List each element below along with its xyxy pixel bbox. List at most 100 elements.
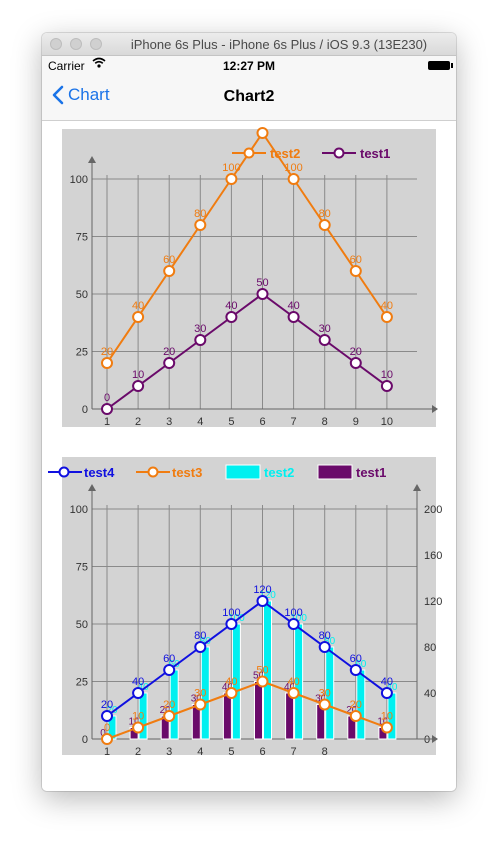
data-point-test1 xyxy=(318,334,331,346)
data-point-test4 xyxy=(101,710,113,722)
x-tick-label: 2 xyxy=(135,416,141,428)
close-window-button[interactable] xyxy=(50,38,62,50)
data-label-test2: 100 xyxy=(222,162,240,174)
legend-marker-test1 xyxy=(333,147,345,159)
bar-label-test2: 100 xyxy=(228,613,245,624)
data-label-test4: 100 xyxy=(222,607,240,619)
bar-label-test2: 100 xyxy=(290,613,307,624)
data-point-test2 xyxy=(256,127,269,139)
data-point-test4 xyxy=(349,664,362,676)
data-point-test3 xyxy=(256,675,269,688)
x-tick-label: 6 xyxy=(259,416,265,428)
data-label-test4: 100 xyxy=(284,607,302,619)
x-tick-label: 4 xyxy=(197,416,203,428)
data-label-test1: 20 xyxy=(163,346,175,358)
data-point-test1 xyxy=(380,380,393,392)
series-line-test4 xyxy=(106,599,388,717)
data-label-test4: 40 xyxy=(381,676,393,688)
data-label-test3: 0 xyxy=(104,722,110,734)
y-tick-label: 25 xyxy=(76,677,88,689)
data-label-test2: 40 xyxy=(132,300,144,312)
data-point-test4 xyxy=(225,618,238,630)
bar-label-test2: 40 xyxy=(386,682,398,693)
data-point-test2 xyxy=(101,357,113,369)
x-tick-label: 3 xyxy=(166,746,172,758)
data-label-test3: 20 xyxy=(350,699,362,711)
bar-label-test1: 50 xyxy=(253,671,265,682)
data-label-test2: 40 xyxy=(381,300,393,312)
data-label-test3: 10 xyxy=(132,711,144,723)
data-point-test2 xyxy=(287,173,300,185)
bar-test1 xyxy=(285,692,295,740)
data-point-test1 xyxy=(194,334,207,346)
chevron-left-icon xyxy=(52,85,64,105)
x-tick-label: 10 xyxy=(381,416,393,428)
legend-label-test1: test1 xyxy=(360,146,390,161)
minimize-window-button[interactable] xyxy=(70,38,82,50)
legend-label-test2: test2 xyxy=(264,465,294,480)
data-point-test4 xyxy=(132,687,145,699)
legend-label-test1: test1 xyxy=(356,465,386,480)
back-button[interactable]: Chart xyxy=(52,85,110,105)
bar-label-test2: 60 xyxy=(355,659,367,670)
data-point-test4 xyxy=(163,664,176,676)
data-point-test2 xyxy=(349,265,362,277)
y2-axis-arrow xyxy=(413,484,421,491)
y-axis-arrow xyxy=(88,484,96,491)
plot-background xyxy=(62,129,436,427)
data-label-test3: 40 xyxy=(225,676,237,688)
y-tick-label: 50 xyxy=(76,619,88,631)
data-label-test1: 30 xyxy=(194,323,206,335)
data-label-test1: 40 xyxy=(225,300,237,312)
y-tick-label: 100 xyxy=(70,504,88,516)
data-point-test2 xyxy=(225,173,238,185)
x-tick-label: 4 xyxy=(197,746,203,758)
window-titlebar: iPhone 6s Plus - iPhone 6s Plus / iOS 9.… xyxy=(42,33,456,56)
data-label-test1: 40 xyxy=(287,300,299,312)
data-label-test3: 30 xyxy=(319,688,331,700)
data-label-test4: 80 xyxy=(319,630,331,642)
data-point-test3 xyxy=(318,698,331,711)
y2-tick-label: 160 xyxy=(424,550,442,562)
data-point-test3 xyxy=(287,687,300,699)
y-tick-label: 100 xyxy=(70,174,88,186)
legend-swatch-test2 xyxy=(225,464,261,480)
data-label-test4: 40 xyxy=(132,676,144,688)
bar-test1 xyxy=(254,681,263,740)
data-point-test3 xyxy=(163,710,176,722)
data-point-test4 xyxy=(194,641,207,653)
data-point-test1 xyxy=(163,357,176,369)
x-tick-label: 1 xyxy=(104,416,110,428)
plot-background xyxy=(62,457,436,755)
zoom-window-button[interactable] xyxy=(90,38,102,50)
y-tick-label: 75 xyxy=(76,232,88,244)
y2-tick-label: 80 xyxy=(424,642,436,654)
legend-swatch-test1 xyxy=(317,464,353,480)
data-label-test4: 60 xyxy=(163,653,175,665)
data-label-test1: 30 xyxy=(319,323,331,335)
data-label-test1: 50 xyxy=(256,277,268,289)
data-point-test3 xyxy=(380,721,393,734)
series-line-test3 xyxy=(106,680,388,740)
data-label-test2: 100 xyxy=(284,162,302,174)
bar-test1 xyxy=(222,692,232,740)
bar-label-test2: 80 xyxy=(200,636,212,647)
data-label-test1: 10 xyxy=(381,369,393,381)
data-point-test2 xyxy=(132,311,145,323)
data-label-test4: 80 xyxy=(194,630,206,642)
data-point-test3 xyxy=(194,698,207,711)
bar-label-test2: 60 xyxy=(169,659,181,670)
data-point-test1 xyxy=(349,357,362,369)
data-point-test1 xyxy=(101,403,113,415)
legend-label-test4: test4 xyxy=(84,465,115,480)
data-label-test3: 50 xyxy=(256,665,268,677)
legend-marker-test3 xyxy=(147,466,159,478)
data-label-test4: 20 xyxy=(101,699,113,711)
wifi-icon xyxy=(92,57,106,72)
simulator-window: iPhone 6s Plus - iPhone 6s Plus / iOS 9.… xyxy=(42,33,456,791)
data-label-test2: 80 xyxy=(319,208,331,220)
y-tick-label: 75 xyxy=(76,562,88,574)
nav-title: Chart2 xyxy=(223,88,275,105)
